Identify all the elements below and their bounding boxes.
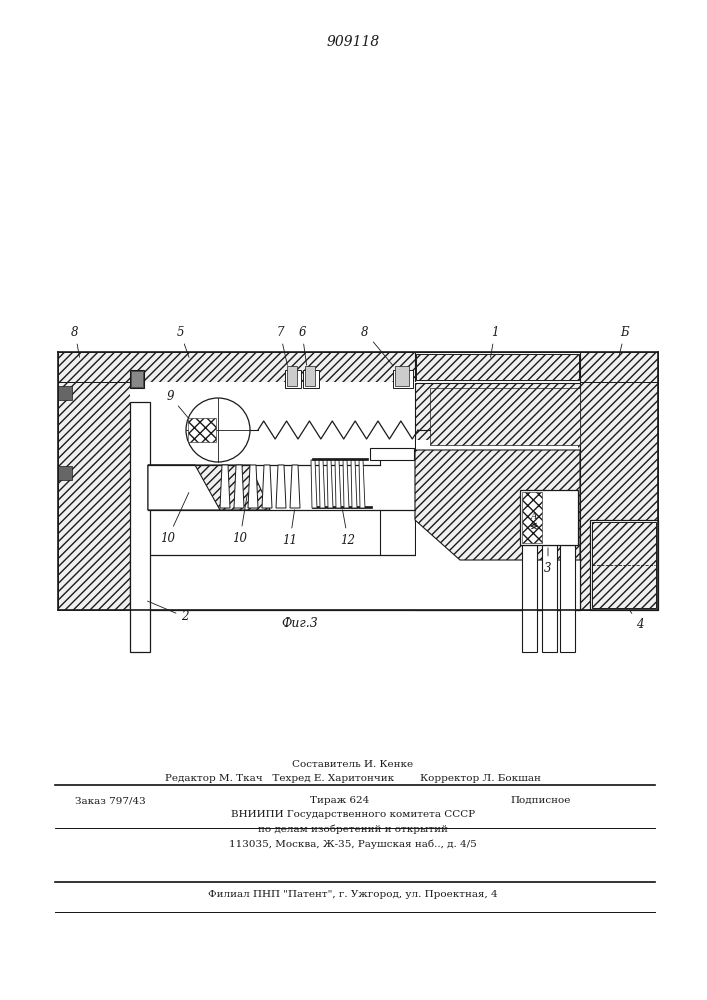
Polygon shape — [248, 465, 258, 508]
Bar — [522, 492, 542, 543]
Polygon shape — [415, 450, 580, 560]
Text: Заказ 797/43: Заказ 797/43 — [75, 796, 146, 805]
Text: Составитель И. Кенке: Составитель И. Кенке — [293, 760, 414, 769]
Bar — [130, 382, 580, 610]
Bar — [58, 386, 72, 400]
Polygon shape — [335, 460, 341, 508]
Bar — [305, 366, 315, 386]
Bar — [131, 371, 143, 387]
Polygon shape — [416, 440, 578, 608]
Polygon shape — [148, 465, 270, 510]
Bar — [312, 506, 372, 508]
Bar — [130, 382, 250, 415]
Polygon shape — [430, 388, 580, 445]
Polygon shape — [276, 465, 286, 508]
Text: 113035, Москва, Ж-35, Раушская наб.., д. 4/5: 113035, Москва, Ж-35, Раушская наб.., д.… — [229, 840, 477, 849]
Text: Фиг.3: Фиг.3 — [281, 617, 318, 630]
Text: Б: Б — [619, 326, 629, 357]
Bar — [542, 545, 557, 652]
Bar — [522, 545, 537, 652]
Polygon shape — [415, 383, 580, 610]
Polygon shape — [220, 465, 230, 508]
Bar — [130, 555, 580, 610]
Text: 1: 1 — [491, 326, 498, 357]
Bar — [590, 520, 658, 610]
Text: 6: 6 — [298, 326, 307, 365]
Text: по делам изобретений и открытий: по делам изобретений и открытий — [258, 824, 448, 834]
Text: 10: 10 — [233, 493, 247, 544]
Text: 8: 8 — [71, 326, 79, 357]
Bar — [560, 545, 575, 652]
Text: 10: 10 — [160, 493, 189, 544]
Bar — [393, 370, 413, 388]
Text: 12: 12 — [341, 510, 356, 546]
Circle shape — [186, 398, 250, 462]
Polygon shape — [234, 465, 244, 508]
Bar — [58, 466, 72, 480]
Polygon shape — [327, 460, 333, 508]
Bar — [303, 370, 319, 388]
Text: 11: 11 — [283, 510, 298, 546]
Polygon shape — [311, 460, 317, 508]
Bar — [130, 402, 150, 652]
Bar — [520, 490, 578, 545]
Text: Тираж 624: Тираж 624 — [310, 796, 369, 805]
Bar — [592, 522, 656, 608]
Bar — [188, 418, 216, 442]
Bar — [395, 366, 409, 386]
Text: 8: 8 — [361, 326, 393, 366]
Text: 5: 5 — [176, 326, 189, 357]
Polygon shape — [290, 465, 300, 508]
Bar — [58, 382, 130, 610]
Bar — [58, 352, 658, 382]
Bar — [287, 366, 297, 386]
Text: ВНИИПИ Государственного комитета СССР: ВНИИПИ Государственного комитета СССР — [231, 810, 475, 819]
Text: 2: 2 — [148, 601, 189, 624]
Bar — [580, 382, 658, 610]
Text: 7: 7 — [276, 326, 288, 365]
Text: 9: 9 — [166, 389, 188, 418]
Polygon shape — [319, 460, 325, 508]
Polygon shape — [343, 460, 349, 508]
Bar — [370, 448, 414, 460]
Polygon shape — [148, 465, 220, 510]
Text: Филиал ПНП "Патент", г. Ужгород, ул. Проектная, 4: Филиал ПНП "Патент", г. Ужгород, ул. Про… — [208, 890, 498, 899]
Text: 3: 3 — [544, 548, 551, 574]
Polygon shape — [359, 460, 365, 508]
Polygon shape — [351, 460, 357, 508]
Bar — [285, 370, 301, 388]
Text: 4: 4 — [630, 610, 644, 632]
Text: Подписное: Подписное — [510, 796, 571, 805]
Bar — [415, 352, 580, 382]
Bar — [416, 354, 579, 380]
Bar — [130, 370, 144, 388]
Text: A: A — [531, 512, 537, 521]
Polygon shape — [262, 465, 272, 508]
Bar — [312, 458, 368, 460]
Text: 909118: 909118 — [327, 35, 380, 49]
Text: Редактор М. Ткач   Техред Е. Харитончик        Корректор Л. Бокшан: Редактор М. Ткач Техред Е. Харитончик Ко… — [165, 774, 541, 783]
